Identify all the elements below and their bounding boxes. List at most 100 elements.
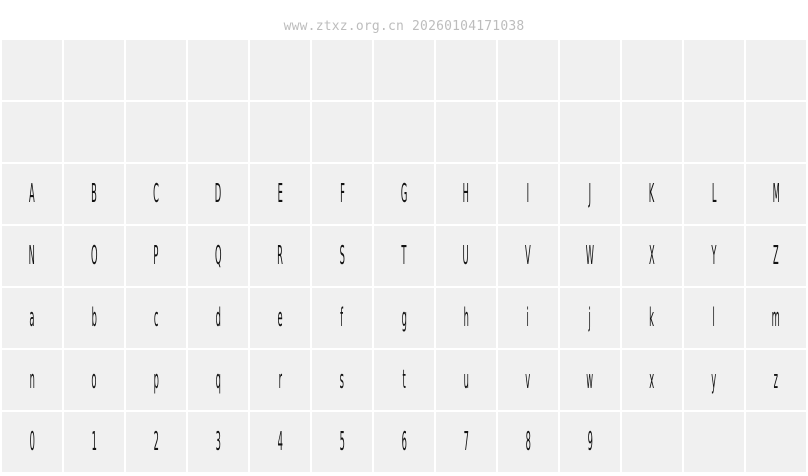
glyph-cell: 5	[312, 412, 372, 472]
glyph-sample: Z	[773, 241, 779, 271]
glyph-cell: S	[312, 226, 372, 286]
glyph-cell: O	[64, 226, 124, 286]
glyph-cell	[436, 102, 496, 162]
glyph-cell: o	[64, 350, 124, 410]
glyph-sample: v	[525, 365, 531, 395]
glyph-cell: K	[622, 164, 682, 224]
glyph-cell: s	[312, 350, 372, 410]
glyph-cell: b	[64, 288, 124, 348]
glyph-cell	[250, 102, 310, 162]
glyph-cell	[560, 102, 620, 162]
glyph-sample: 3	[215, 427, 221, 457]
glyph-sample: p	[153, 365, 159, 395]
glyph-cell	[126, 102, 186, 162]
glyph-cell: t	[374, 350, 434, 410]
glyph-sample: 9	[587, 427, 593, 457]
glyph-sample: 1	[91, 427, 97, 457]
glyph-sample: k	[649, 303, 655, 333]
glyph-sample: Y	[711, 241, 717, 271]
glyph-cell: f	[312, 288, 372, 348]
glyph-cell: i	[498, 288, 558, 348]
glyph-sample: y	[711, 365, 717, 395]
glyph-sample: L	[711, 179, 717, 209]
glyph-sample: h	[463, 303, 469, 333]
glyph-cell	[498, 102, 558, 162]
glyph-sample: U	[462, 241, 470, 271]
glyph-cell	[64, 40, 124, 100]
glyph-cell: l	[684, 288, 744, 348]
glyph-cell: g	[374, 288, 434, 348]
glyph-sample: 5	[339, 427, 345, 457]
glyph-sample: r	[278, 365, 282, 395]
glyph-cell	[188, 102, 248, 162]
glyph-cell	[746, 102, 806, 162]
glyph-cell: N	[2, 226, 62, 286]
glyph-cell: 9	[560, 412, 620, 472]
glyph-sample: e	[277, 303, 283, 333]
glyph-cell: 6	[374, 412, 434, 472]
glyph-cell	[684, 412, 744, 472]
glyph-sample: G	[400, 179, 408, 209]
glyph-cell	[374, 40, 434, 100]
glyph-sample: q	[215, 365, 221, 395]
glyph-sample: K	[649, 179, 655, 209]
glyph-sample: N	[28, 241, 36, 271]
glyph-cell: v	[498, 350, 558, 410]
glyph-sample: z	[773, 365, 779, 395]
glyph-cell	[746, 412, 806, 472]
glyph-cell: a	[2, 288, 62, 348]
glyph-cell: e	[250, 288, 310, 348]
glyph-cell: W	[560, 226, 620, 286]
glyph-cell: 4	[250, 412, 310, 472]
glyph-cell: Z	[746, 226, 806, 286]
glyph-sample: w	[586, 365, 594, 395]
glyph-cell	[684, 40, 744, 100]
glyph-sample: 7	[463, 427, 469, 457]
glyph-sample: g	[401, 303, 407, 333]
glyph-sample: H	[462, 179, 470, 209]
glyph-cell: d	[188, 288, 248, 348]
glyph-cell: M	[746, 164, 806, 224]
glyph-sample: b	[91, 303, 97, 333]
glyph-cell: 8	[498, 412, 558, 472]
glyph-cell: n	[2, 350, 62, 410]
glyph-sample: m	[771, 303, 781, 333]
glyph-cell	[126, 40, 186, 100]
glyph-cell	[684, 102, 744, 162]
glyph-cell: 0	[2, 412, 62, 472]
glyph-cell: F	[312, 164, 372, 224]
glyph-sample: E	[277, 179, 283, 209]
glyph-cell: P	[126, 226, 186, 286]
glyph-cell	[622, 102, 682, 162]
glyph-cell: r	[250, 350, 310, 410]
glyph-cell: h	[436, 288, 496, 348]
glyph-sample: W	[585, 241, 595, 271]
glyph-cell	[250, 40, 310, 100]
glyph-cell: 2	[126, 412, 186, 472]
glyph-cell	[64, 102, 124, 162]
glyph-cell: G	[374, 164, 434, 224]
glyph-sample: I	[526, 179, 530, 209]
glyph-cell: L	[684, 164, 744, 224]
glyph-cell: D	[188, 164, 248, 224]
glyph-cell: q	[188, 350, 248, 410]
glyph-cell: u	[436, 350, 496, 410]
glyph-sample: a	[29, 303, 35, 333]
glyph-sample: X	[649, 241, 655, 271]
glyph-sample: J	[588, 179, 592, 209]
glyph-sample: C	[153, 179, 159, 209]
glyph-cell: Y	[684, 226, 744, 286]
glyph-cell	[374, 102, 434, 162]
glyph-sample: 0	[29, 427, 35, 457]
glyph-sample: i	[526, 303, 530, 333]
glyph-sample: F	[339, 179, 345, 209]
glyph-cell	[622, 412, 682, 472]
glyph-sample: B	[91, 179, 97, 209]
watermark-text: www.ztxz.org.cn 20260104171038	[283, 19, 525, 34]
glyph-cell: X	[622, 226, 682, 286]
glyph-cell: 3	[188, 412, 248, 472]
glyph-cell: J	[560, 164, 620, 224]
glyph-sample: Q	[214, 241, 222, 271]
glyph-cell: U	[436, 226, 496, 286]
